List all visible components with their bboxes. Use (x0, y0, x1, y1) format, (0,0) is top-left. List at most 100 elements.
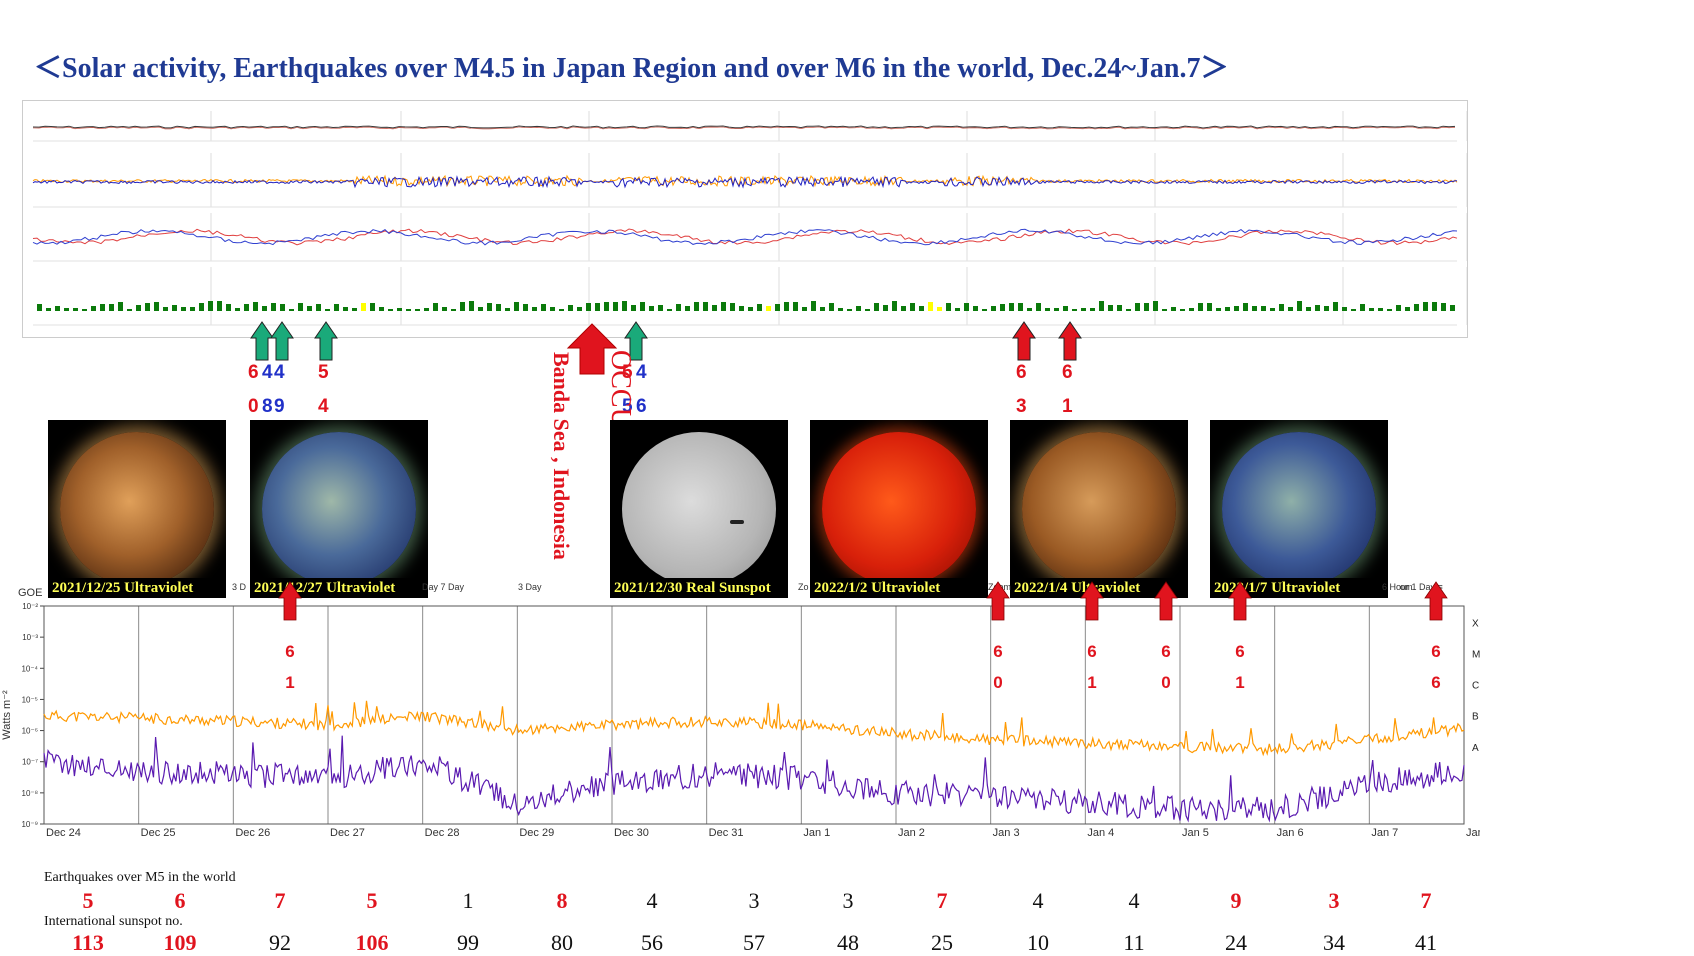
sun-image: 2021/12/27 Ultraviolet (250, 420, 428, 598)
top-marker-arrow (314, 321, 338, 361)
top-marker-arrow (1012, 321, 1036, 361)
updated-label: Updated 2021-12-26 11:01 UTC (40, 839, 156, 840)
sun-disc (1222, 432, 1376, 586)
earthquake-count: 4 (1128, 888, 1140, 913)
flare-class-label: A (1472, 743, 1479, 754)
x-tick-label: Jan 7 (1371, 827, 1398, 839)
xray-marker-digit: 6 (1431, 642, 1440, 661)
xray-series-line (43, 700, 1465, 757)
sun-image: 2021/12/30 Real Sunspot (610, 420, 788, 598)
earthquake-count: 3 (748, 888, 760, 913)
xray-marker-digit: 6 (285, 642, 294, 661)
top-marker-arrow (250, 321, 274, 361)
earthquake-count: 5 (82, 888, 94, 913)
earthquake-count: 4 (1032, 888, 1044, 913)
sun-image: 2022/1/2 Ultraviolet (810, 420, 988, 598)
x-tick-label: Dec 29 (519, 827, 554, 839)
x-tick-label: Jan 5 (1182, 827, 1209, 839)
chart-tab-label[interactable]: 3 Day (518, 582, 542, 592)
top-marker-arrow (624, 321, 648, 361)
sunspot-count: 99 (457, 930, 479, 955)
sunspot-count: 24 (1225, 930, 1247, 955)
y-tick-label: 10⁻⁷ (22, 758, 38, 767)
chart-tab-label[interactable]: 6 Hour 1 Day ≡ (1382, 582, 1443, 592)
top-marker-digit: 3 (1016, 396, 1027, 417)
top-marker-digit: 4 (262, 362, 273, 383)
sunspot-count: 10 (1027, 930, 1049, 955)
flare-class-label: B (1472, 712, 1479, 723)
xray-marker-arrow (986, 581, 1010, 621)
y-axis-label: Watts m⁻² (1, 690, 13, 740)
y-tick-label: 10⁻³ (22, 633, 38, 642)
sun-disc (262, 432, 416, 586)
updated-label: Updated 2021-12-29 22:40 UTC (300, 839, 417, 840)
top-marker-digit: 8 (262, 396, 273, 417)
top-marker-digit: 9 (274, 396, 285, 417)
top-marker-arrow (566, 323, 618, 375)
chart-tab-label[interactable]: 3 D (232, 582, 247, 592)
updated-label: Updated 2022-01-09 (1254, 839, 1330, 840)
earthquake-count: 4 (646, 888, 658, 913)
top-marker-digit: 5 (318, 362, 329, 383)
earthquake-count: 6 (174, 888, 186, 913)
sunspot-count: 56 (641, 930, 663, 955)
x-tick-label: Jan 4 (1087, 827, 1114, 839)
top-marker-arrow (270, 321, 294, 361)
xray-marker-arrow (278, 581, 302, 621)
sunspot-count: 41 (1415, 930, 1437, 955)
sun-disc (822, 432, 976, 586)
top-marker-digit: 6 (1062, 362, 1073, 383)
earthquake-count: 7 (936, 888, 948, 913)
sun-image-caption: 2022/1/2 Ultraviolet (810, 578, 988, 598)
sun-image-caption: 2021/12/25 Ultraviolet (48, 578, 226, 598)
top-marker-digit: 6 (1016, 362, 1027, 383)
flare-class-label: C (1472, 681, 1479, 692)
xray-marker-digit: 1 (1087, 673, 1096, 692)
sunspot-count: 80 (551, 930, 573, 955)
sunspot-mark (730, 520, 744, 524)
flare-class-label: M (1472, 649, 1480, 660)
earthquake-label: Earthquakes over M5 in the world (44, 870, 236, 885)
sunspot-count: 34 (1323, 930, 1345, 955)
top-marker-digit: 6 (636, 396, 647, 417)
x-tick-label: Jan 6 (1277, 827, 1304, 839)
sunspot-count: 92 (269, 930, 291, 955)
sun-disc (1022, 432, 1176, 586)
top-marker-digit: 4 (318, 396, 329, 417)
earthquake-count: 3 (842, 888, 854, 913)
earthquake-count: 3 (1328, 888, 1340, 913)
top-marker-arrow (1058, 321, 1082, 361)
xray-marker-digit: 6 (1161, 642, 1170, 661)
xray-marker-arrow (1424, 581, 1448, 621)
y-tick-label: 10⁻⁹ (21, 820, 38, 829)
sun-image: 2022/1/7 Ultraviolet (1210, 420, 1388, 598)
x-tick-label: Jan 3 (993, 827, 1020, 839)
x-tick-label: Dec 30 (614, 827, 649, 839)
goes-composite-chart (22, 100, 1468, 338)
xray-marker-digit: 0 (993, 673, 1002, 692)
sunspot-count: 109 (163, 930, 197, 955)
chart-tab-label[interactable]: Zo (798, 582, 809, 592)
sun-image: 2022/1/4 Ultraviolet (1010, 420, 1188, 598)
sunspot-count: 11 (1123, 930, 1145, 955)
updated-label: Updated 2022-01-05 10:22 UTC (908, 839, 1025, 840)
sunspot-count: 48 (837, 930, 859, 955)
earthquake-count: 9 (1230, 888, 1242, 913)
chart-tab-label[interactable]: Day 7 Day (422, 582, 465, 592)
x-tick-label: Dec 25 (141, 827, 176, 839)
sunspot-count: 106 (355, 930, 389, 955)
updated-label: Updated 2022-01-03 15:05 UTC (734, 839, 851, 840)
chart-tab-label[interactable]: om (1400, 582, 1413, 592)
xray-series-line (43, 735, 1465, 823)
xray-marker-arrow (1080, 581, 1104, 621)
x-tick-label: Dec 28 (425, 827, 460, 839)
sunspot-label: International sunspot no. (44, 914, 183, 929)
y-tick-label: 10⁻⁸ (22, 789, 39, 798)
xray-marker-digit: 6 (1235, 642, 1244, 661)
xray-marker-digit: 1 (1235, 673, 1244, 692)
earthquake-count: 5 (366, 888, 378, 913)
xray-marker-arrow (1228, 581, 1252, 621)
x-tick-label: Dec 31 (709, 827, 744, 839)
y-tick-label: 10⁻⁶ (22, 727, 38, 736)
top-marker-digit: 4 (274, 362, 285, 383)
